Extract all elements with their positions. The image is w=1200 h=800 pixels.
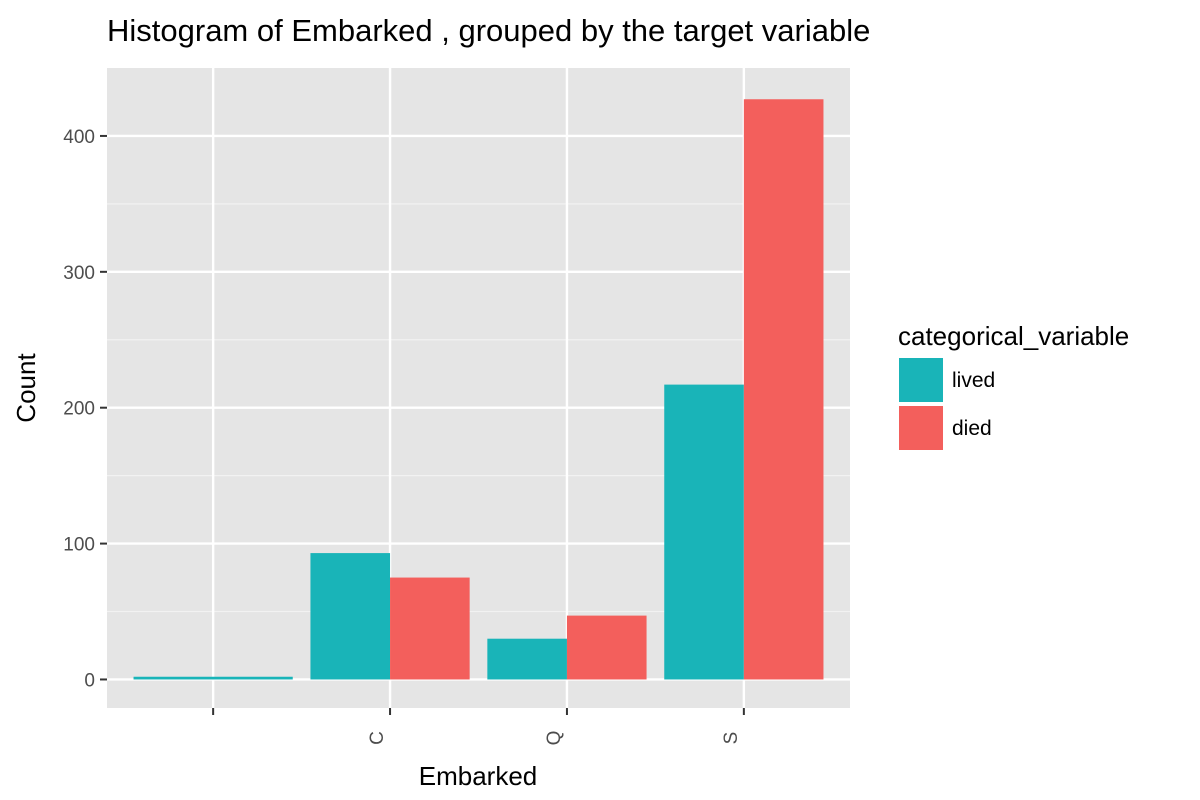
bar-died [390, 577, 470, 680]
legend-label-lived: lived [952, 369, 995, 392]
bar-lived [664, 384, 744, 680]
bar-lived [487, 638, 567, 680]
bar-lived [310, 553, 391, 680]
y-tick-label: 200 [63, 399, 95, 420]
x-tick-label: S [721, 732, 742, 745]
legend-key-lived [899, 358, 943, 402]
legend-label-died: died [952, 417, 992, 440]
x-axis-title: Embarked [419, 761, 538, 791]
legend-key-died [899, 406, 943, 450]
y-axis: 0 100 200 300 400 [63, 127, 107, 691]
y-tick-label: 400 [63, 127, 95, 148]
x-tick-label: C [367, 731, 388, 745]
y-tick-label: 100 [63, 535, 95, 556]
bar-died [743, 99, 824, 680]
bar-lived [133, 676, 293, 680]
legend-title: categorical_variable [898, 321, 1129, 351]
y-tick-label: 0 [84, 670, 95, 691]
bar-died [566, 615, 647, 680]
chart-title: Histogram of Embarked , grouped by the t… [107, 13, 870, 48]
y-axis-title: Count [11, 353, 41, 423]
legend: categorical_variable lived died [898, 321, 1129, 450]
y-tick-label: 300 [63, 263, 95, 284]
x-tick-label: Q [544, 731, 565, 746]
bars [133, 99, 824, 680]
